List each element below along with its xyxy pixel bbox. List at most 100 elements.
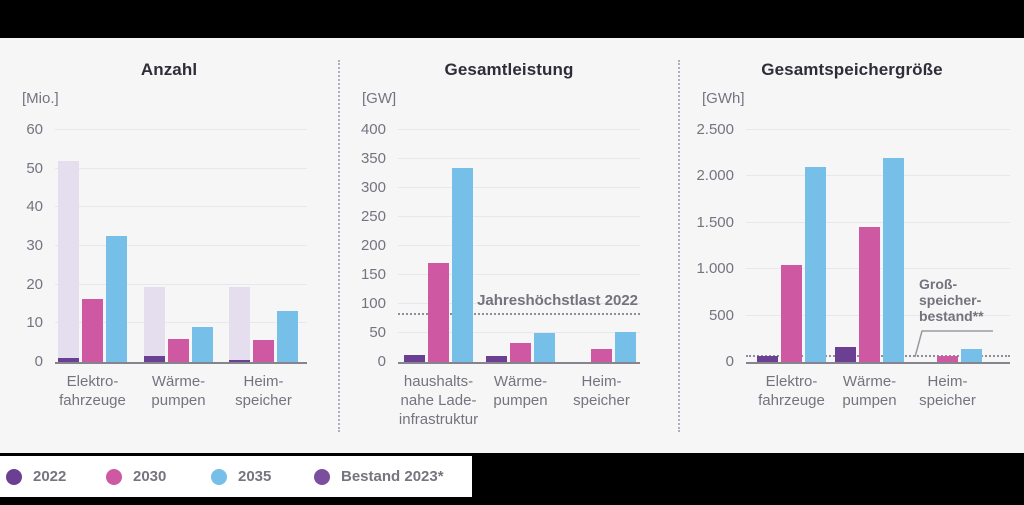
chart-canvas: Anzahl [Mio.] 0 10 20 30 40 50 60 Elektro-fahrzeu… [0,38,1024,453]
chart-title: Gesamtspeichergröße [761,60,943,79]
y-tick-label: 200 [360,237,386,254]
gridline [55,322,307,324]
y-tick-label: 50 [26,159,43,177]
bar-2030-heim-speicher [937,356,958,362]
bar-2022-elektro-fahrzeuge [757,356,778,362]
bar-2030-w-rme-pumpen [510,342,531,362]
gridline [398,274,640,275]
x-category-label: Heim-speicher [573,373,630,409]
bar-2035-elektro-fahrzeuge [805,167,826,362]
reference-line-label: Jahreshöchstlast 2022 [477,292,638,310]
bar-2035-w-rme-pumpen [883,157,904,362]
legend-label-2030: 2030 [133,468,167,485]
y-tick-label: 0 [34,353,43,370]
bar-2035-w-rme-pumpen [192,327,213,362]
bar-2030-haushalts-nahe-lade-infrastruktur [428,263,449,362]
gridline [398,332,640,333]
axis-unit-label: [Mio.] [22,90,59,107]
bar-2022-heim-speicher [229,359,250,362]
y-tick-label: 0 [377,353,386,370]
gridline [55,245,307,246]
legend-dot-2022 [6,468,22,485]
plot-area: Groß-speicher-bestand** [746,129,1010,364]
legend-label-2035: 2035 [238,468,272,485]
chart-panel-gesamtspeichergr-e: Gesamtspeichergröße [GWh] Groß-speicher-be… [680,38,1024,453]
legend-item-bestand-2023: Bestand 2023* [314,456,444,497]
bar-2022-w-rme-pumpen [835,347,856,362]
chart-panel-gesamtleistung: Gesamtleistung [GW] Jahreshöchstlast 2022 0… [340,38,678,453]
bar-2022-elektro-fahrzeuge [58,358,79,362]
y-tick-label: 40 [26,198,43,216]
x-category-label: Wärme-pumpen [493,373,548,409]
y-tick-label: 500 [708,306,734,324]
gridline [398,158,640,159]
bar-2035-w-rme-pumpen [534,333,555,362]
legend-item-2022: 2022 [6,456,66,497]
y-tick-label: 0 [725,353,734,370]
bar-2022-w-rme-pumpen [144,356,165,362]
bar-2030-elektro-fahrzeuge [781,264,802,362]
y-tick-label: 2.000 [696,167,734,185]
plot-area: Jahreshöchstlast 2022 [398,129,640,364]
y-tick-label: 30 [26,237,43,254]
gridline [55,206,307,208]
bar-2035-elektro-fahrzeuge [106,236,127,362]
y-tick-label: 60 [26,121,43,138]
panel-separator-1 [338,60,340,432]
y-tick-label: 150 [360,266,386,283]
gridline [398,187,640,188]
bar-2022-haushalts-nahe-lade-infrastruktur [404,355,425,362]
gridline [746,175,1010,177]
chart-title: Anzahl [140,60,198,79]
chart-title: Gesamtleistung [444,60,574,79]
gridline [55,129,307,130]
y-tick-label: 50 [369,324,386,341]
legend-dot-bestand-2023 [314,468,330,485]
x-axis-line [398,362,640,364]
gridline [55,283,307,285]
bar-2035-heim-speicher [961,349,982,362]
bar-2030-w-rme-pumpen [168,338,189,362]
reference-line [398,313,640,316]
y-tick-label: 250 [360,208,386,225]
bar-bestand-2023-elektro-fahrzeuge [58,160,79,362]
bar-bestand-2023-heim-speicher [229,286,250,362]
bar-2030-elektro-fahrzeuge [82,298,103,362]
bar-2030-heim-speicher [253,339,274,362]
gridline [746,129,1010,130]
x-category-label: Heim-speicher [919,373,976,409]
y-tick-label: 1.500 [696,213,734,231]
bar-2035-heim-speicher [615,332,636,362]
bar-2030-w-rme-pumpen [859,227,880,362]
chart-panel-anzahl: Anzahl [Mio.] 0 10 20 30 40 50 60 Elektro-fahrzeu… [0,38,338,453]
y-tick-label: 10 [26,314,43,332]
x-axis-line [746,362,1010,364]
gridline [398,216,640,217]
x-category-label: haushalts-nahe Lade-infrastruktur [398,373,479,428]
legend-label-2022: 2022 [33,468,67,485]
y-tick-label: 400 [360,121,386,138]
panel-separator-2 [678,60,680,432]
plot-area [55,129,307,364]
bar-2030-heim-speicher [591,349,612,362]
y-tick-label: 20 [26,275,43,293]
y-tick-label: 350 [360,150,386,167]
bar-2035-haushalts-nahe-lade-infrastruktur [452,167,473,362]
x-category-label: Wärme-pumpen [842,373,897,409]
x-category-label: Wärme-pumpen [151,373,206,409]
bar-2035-heim-speicher [277,310,298,362]
gridline [398,303,640,304]
callout-label: Groß-speicher-bestand** [919,276,984,324]
bar-2022-w-rme-pumpen [486,356,507,362]
legend-item-2030: 2030 [106,456,166,497]
legend-label-bestand-2023: Bestand 2023* [341,468,444,485]
gridline [746,221,1010,223]
gridline [398,245,640,246]
gridline [55,167,307,169]
y-tick-label: 300 [360,179,386,196]
y-tick-label: 2.500 [696,121,734,138]
chart-legend: 2022 2030 2035 Bestand 2023* [0,456,472,497]
x-category-label: Heim-speicher [235,373,292,409]
axis-unit-label: [GW] [362,90,397,107]
